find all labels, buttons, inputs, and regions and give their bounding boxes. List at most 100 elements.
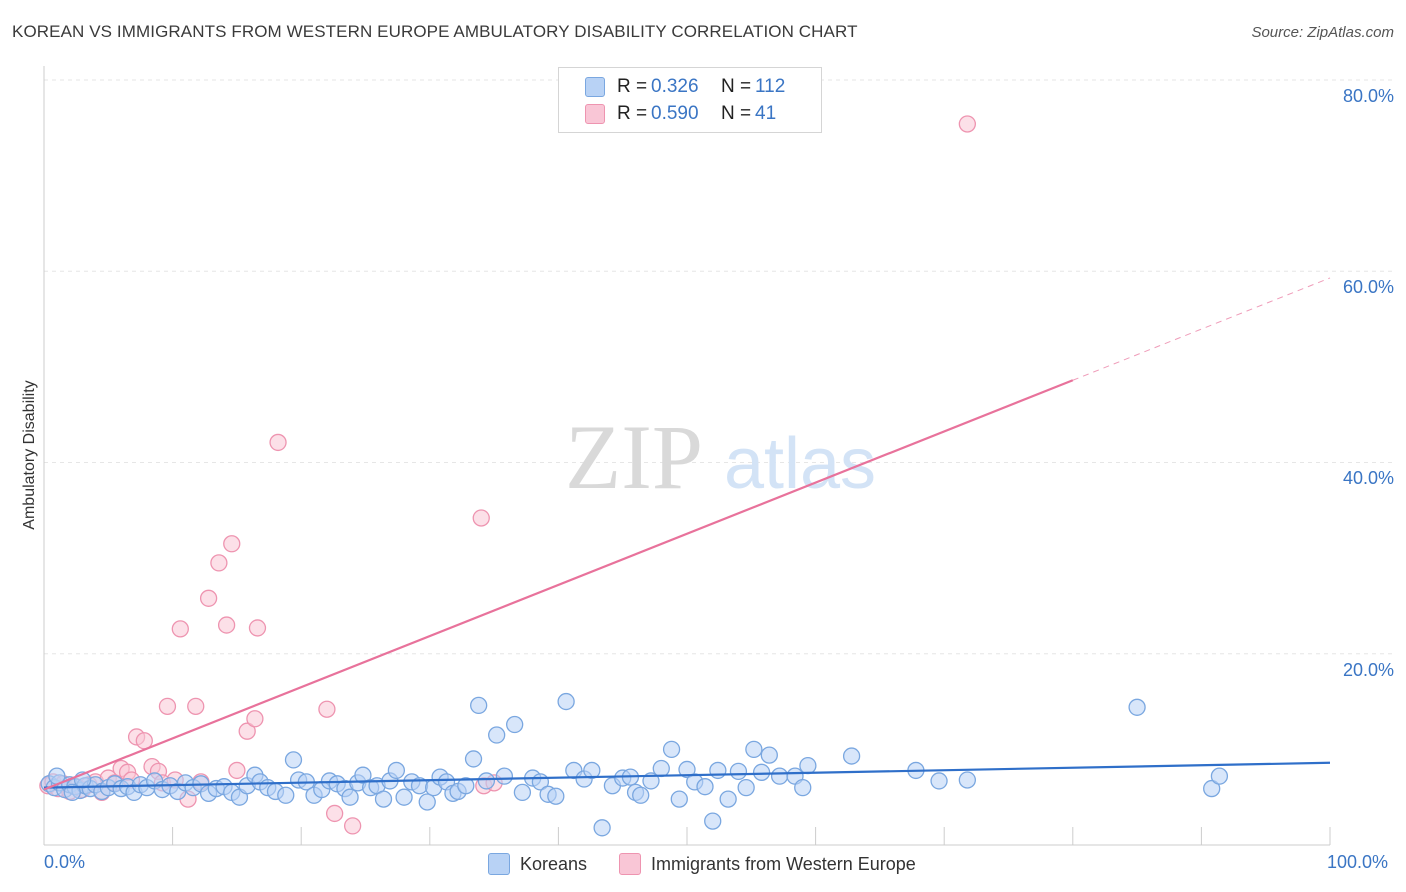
immigrant-point [210, 554, 228, 572]
korean-point [488, 726, 506, 744]
legend-r-label: R = [617, 76, 648, 97]
korean-point [770, 767, 789, 785]
korean-point [557, 692, 575, 711]
trend-lines [43, 277, 1331, 791]
immigrant-point [248, 619, 267, 637]
korean-point [652, 759, 670, 778]
immigrant-point [228, 761, 246, 780]
korean-point [470, 696, 488, 715]
immigrant-point [187, 697, 205, 715]
korean-point [547, 787, 565, 805]
legend-n-value: 41 [755, 103, 777, 124]
watermark-atlas: atlas [724, 424, 876, 504]
immigrant-point [217, 616, 236, 634]
axes [43, 66, 1331, 846]
legend-row-koreans: R = 0.326 N = 112 [585, 74, 785, 100]
x-tick-label-100: 100.0% [1327, 852, 1389, 872]
korean-point [719, 790, 737, 808]
trend-line-immigrants-extension [1072, 277, 1331, 381]
gridlines [44, 79, 1392, 655]
korean-point [284, 751, 303, 769]
korean-point [958, 771, 976, 789]
trend-line-koreans [43, 761, 1331, 789]
korean-point [704, 812, 722, 830]
korean-point [745, 740, 763, 759]
korean-point [670, 790, 688, 808]
y-tick-label-40: 40.0% [1342, 468, 1394, 488]
immigrant-point [343, 817, 362, 835]
series-legend: Koreans Immigrants from Western Europe [488, 852, 948, 876]
legend-swatch-blue [585, 77, 605, 97]
immigrant-point [199, 589, 218, 607]
korean-point [464, 750, 483, 768]
korean-point [583, 761, 601, 780]
legend-r-value: 0.326 [651, 76, 699, 97]
korean-point [729, 762, 748, 781]
y-axis-label: Ambulatory Disability [21, 380, 38, 530]
legend-n-label: N = [721, 103, 752, 124]
legend-r-label: R = [617, 103, 648, 124]
legend-r-value: 0.590 [651, 103, 699, 124]
immigrant-point [158, 697, 177, 715]
y-tick-label-80: 80.0% [1342, 86, 1394, 106]
korean-point [737, 778, 755, 797]
korean-point [395, 788, 413, 806]
korean-point [1203, 779, 1221, 798]
immigrant-point [246, 710, 264, 728]
korean-point [593, 819, 611, 837]
korean-point [354, 766, 372, 784]
legend-label-koreans: Koreans [520, 853, 588, 874]
immigrant-point [269, 433, 287, 452]
korean-point [709, 761, 727, 780]
korean-point [457, 777, 475, 795]
legend-n-label: N = [721, 76, 752, 97]
korean-point [418, 793, 436, 811]
korean-point [513, 783, 532, 802]
legend-swatch-immigrants [619, 853, 642, 875]
korean-point [799, 756, 817, 775]
immigrant-point [238, 722, 256, 740]
immigrant-point [171, 620, 189, 638]
legend-label-immigrants: Immigrants from Western Europe [651, 853, 916, 874]
y-tick-label-20: 20.0% [1342, 660, 1394, 680]
korean-point [696, 778, 714, 796]
source-label: Source: ZipAtlas.com [1251, 24, 1394, 41]
legend-item-immigrants: Immigrants from Western Europe [619, 853, 916, 875]
korean-point [678, 760, 696, 779]
legend-n-value: 112 [755, 76, 786, 97]
korean-point [632, 786, 650, 804]
korean-point [506, 715, 524, 734]
watermark-zip: ZIP [565, 406, 703, 508]
immigrant-point [472, 509, 490, 527]
watermark: ZIP atlas [565, 406, 876, 508]
korean-point [842, 747, 861, 765]
correlation-legend: R = 0.326 N = 112 R = 0.590 N = 41 [558, 67, 822, 133]
korean-point [1210, 767, 1229, 785]
korean-point [1128, 698, 1146, 716]
legend-swatch-koreans [488, 853, 510, 875]
korean-point [752, 763, 771, 781]
korean-point [760, 746, 778, 764]
legend-row-immigrants: R = 0.590 N = 41 [585, 101, 776, 127]
y-tick-label-60: 60.0% [1342, 277, 1394, 297]
x-tick-label-0: 0.0% [44, 852, 86, 872]
korean-point [341, 788, 359, 806]
chart-title: KOREAN VS IMMIGRANTS FROM WESTERN EUROPE… [12, 22, 858, 41]
korean-point [477, 772, 496, 790]
immigrant-point [223, 535, 241, 553]
korean-point [277, 786, 295, 804]
korean-point [374, 790, 393, 808]
immigrant-point [958, 115, 976, 133]
data-points [39, 115, 1229, 837]
korean-point [387, 761, 406, 780]
korean-point [63, 783, 81, 802]
immigrant-point [325, 804, 344, 823]
korean-point [495, 767, 514, 785]
korean-point [662, 740, 681, 759]
legend-swatch-pink [585, 104, 605, 124]
immigrant-point [318, 700, 336, 718]
trend-line-immigrants [43, 379, 1074, 791]
korean-point [930, 772, 948, 790]
legend-item-koreans: Koreans [488, 853, 587, 875]
